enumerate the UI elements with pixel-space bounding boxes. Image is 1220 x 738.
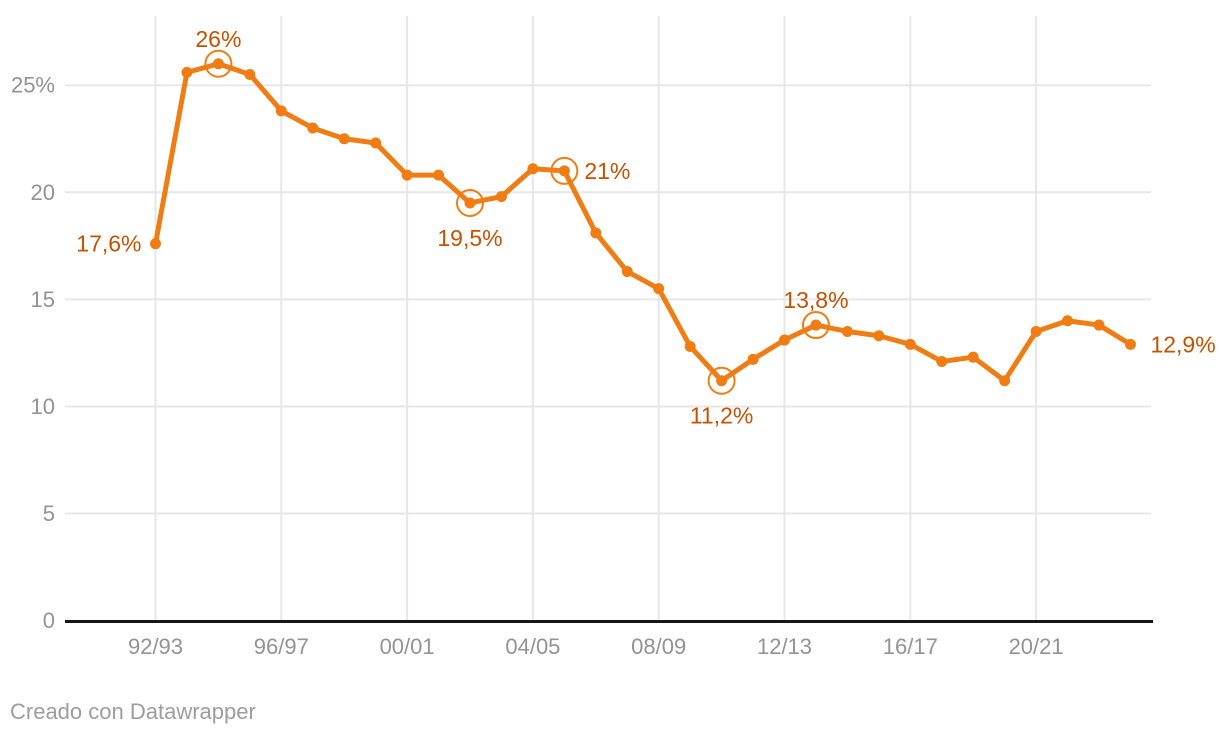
data-point[interactable] <box>841 325 853 337</box>
data-point[interactable] <box>212 58 224 70</box>
highlight-ring <box>550 156 579 185</box>
data-point[interactable] <box>779 334 790 346</box>
data-point[interactable] <box>433 169 445 181</box>
y-axis-tick-label: 5 <box>43 501 55 526</box>
data-point[interactable] <box>464 197 476 209</box>
y-axis-tick-label: 0 <box>43 608 55 633</box>
y-axis-tick-label: 25% <box>11 73 55 98</box>
data-point[interactable] <box>1093 319 1105 331</box>
data-point[interactable] <box>810 319 822 331</box>
data-label: 11,2% <box>690 403 754 429</box>
data-point[interactable] <box>904 338 916 350</box>
x-axis-tick-label: 12/13 <box>757 634 812 659</box>
data-point[interactable] <box>747 353 759 365</box>
data-point[interactable] <box>590 227 602 239</box>
data-point[interactable] <box>653 283 665 295</box>
data-point[interactable] <box>370 137 382 149</box>
highlight-ring <box>456 188 484 217</box>
y-axis-tick-label: 20 <box>31 180 55 205</box>
x-axis-tick-label: 96/97 <box>254 634 309 659</box>
highlight-ring <box>707 366 736 395</box>
data-label: 17,6% <box>76 231 141 257</box>
data-label: 21% <box>584 158 630 184</box>
data-point[interactable] <box>307 122 319 134</box>
x-axis-tick-label: 92/93 <box>128 634 183 659</box>
data-point[interactable] <box>967 351 979 363</box>
data-point[interactable] <box>401 169 413 181</box>
data-point[interactable] <box>873 330 885 342</box>
data-label: 12,9% <box>1150 331 1215 357</box>
y-axis-tick-label: 10 <box>31 394 55 419</box>
y-axis-tick-label: 15 <box>31 287 55 312</box>
x-axis-tick-label: 16/17 <box>883 634 938 659</box>
data-point[interactable] <box>1124 338 1136 350</box>
data-point[interactable] <box>684 340 696 352</box>
data-point[interactable] <box>244 68 256 80</box>
data-point[interactable] <box>558 165 570 177</box>
data-point[interactable] <box>716 375 728 387</box>
highlight-ring <box>204 49 233 78</box>
data-point[interactable] <box>181 66 193 78</box>
data-point[interactable] <box>495 191 507 203</box>
data-label: 26% <box>195 26 241 52</box>
line-chart: 25% 20 15 10 5 0 92/93 96/97 00/01 04/05 08/09 12/1… <box>11 16 1216 659</box>
data-point[interactable] <box>275 105 287 117</box>
data-line <box>153 61 1133 384</box>
data-point[interactable] <box>150 238 161 250</box>
highlight-ring <box>801 311 830 340</box>
x-axis-tick-label: 08/09 <box>631 634 686 659</box>
data-point[interactable] <box>999 375 1011 387</box>
datawrapper-credit-link[interactable]: Creado con Datawrapper <box>10 699 256 724</box>
data-point[interactable] <box>527 163 539 175</box>
data-label: 19,5% <box>437 225 502 251</box>
data-point[interactable] <box>1030 325 1042 337</box>
x-axis-tick-label: 20/21 <box>1009 634 1064 659</box>
data-point[interactable] <box>1062 315 1074 327</box>
data-label: 13,8% <box>783 287 848 313</box>
data-point[interactable] <box>338 133 350 145</box>
data-point[interactable] <box>621 266 633 278</box>
data-point[interactable] <box>936 355 948 367</box>
x-axis-tick-label: 00/01 <box>380 634 435 659</box>
x-axis-tick-label: 04/05 <box>505 634 560 659</box>
